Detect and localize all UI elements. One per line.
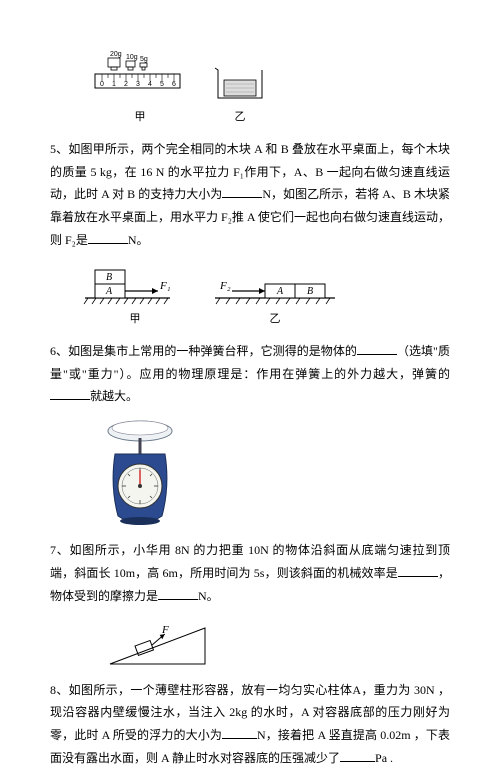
beaker-figure: 乙	[210, 60, 270, 128]
ruler-svg: 20g 10g 5g 0 1 2	[90, 50, 190, 105]
q8-unit-pa: Pa .	[375, 751, 393, 765]
svg-text:B: B	[106, 272, 112, 283]
svg-text:0: 0	[100, 81, 104, 88]
q5-label-jia: 甲	[130, 309, 141, 330]
q5-label-yi: 乙	[270, 309, 281, 330]
q5-blank-1	[222, 185, 262, 198]
question-5: 5、如图甲所示，两个完全相同的木块 A 和 B 叠放在水平桌面上，每个木块的质量…	[50, 138, 450, 252]
weight-20g: 20g	[110, 51, 122, 58]
q6-text-a: 6、如图是集市上常用的一种弹簧台秤，它测得的是物体的	[50, 344, 357, 358]
q5-blank-2	[88, 231, 128, 244]
q8-blank-2	[340, 749, 375, 762]
svg-text:6: 6	[172, 81, 176, 88]
q5-svg-left: B A F₁	[80, 262, 190, 307]
ruler-weights-figure: 20g 10g 5g 0 1 2	[90, 50, 190, 128]
q5-diagram: B A F₁ 甲 A B F₂ 乙	[80, 262, 450, 330]
q7-text-a: 7、如图所示，小华用 8N 的力把重 10N 的物体沿斜面从底端匀速拉到顶端，斜…	[50, 543, 450, 580]
fig-label-jia: 甲	[135, 107, 146, 128]
q8-text-a: 8、如图所示，一个薄壁柱形容器，放有一均匀实心柱体A，重力为	[50, 683, 411, 697]
incline-svg: F	[100, 616, 220, 671]
q7-blank-1	[398, 564, 438, 577]
svg-text:1: 1	[112, 81, 116, 88]
svg-text:F₁: F₁	[159, 280, 171, 292]
question-8: 8、如图所示，一个薄壁柱形容器，放有一均匀实心柱体A，重力为 30N ，现沿容器…	[50, 679, 450, 770]
beaker-svg	[210, 60, 270, 105]
q5-svg-right: A B F₂	[210, 262, 340, 307]
svg-text:F: F	[161, 624, 169, 636]
svg-text:2: 2	[124, 81, 128, 88]
spring-scale-svg	[90, 416, 180, 531]
svg-text:5: 5	[160, 81, 164, 88]
fig-label-yi: 乙	[235, 107, 246, 128]
q6-text-c: 就越大。	[90, 389, 138, 403]
weight-5g: 5g	[140, 56, 148, 63]
q6-figure	[90, 416, 450, 531]
q7-blank-2	[158, 587, 198, 600]
q7-figure: F	[100, 616, 450, 671]
weight-10g: 10g	[126, 54, 138, 61]
svg-text:A: A	[276, 286, 284, 297]
svg-text:3: 3	[136, 81, 140, 88]
q6-blank-1	[357, 342, 397, 355]
q8-2kg: 2kg	[229, 705, 247, 719]
svg-text:4: 4	[148, 81, 152, 88]
question-6: 6、如图是集市上常用的一种弹簧台秤，它测得的是物体的（选填"质量"或"重力"）。…	[50, 340, 450, 408]
q8-30n: 30N	[414, 683, 435, 697]
svg-text:B: B	[307, 286, 313, 297]
q8-002m: 0.02m	[380, 728, 410, 742]
q6-blank-2	[50, 387, 90, 400]
q5-unit-b: N。	[128, 233, 149, 247]
svg-text:F₂: F₂	[219, 280, 231, 292]
figure-top: 20g 10g 5g 0 1 2	[90, 50, 450, 128]
q8-unit-n: N，接着把 A 竖直提高	[257, 728, 377, 742]
question-7: 7、如图所示，小华用 8N 的力把重 10N 的物体沿斜面从底端匀速拉到顶端，斜…	[50, 539, 450, 607]
q8-blank-1	[222, 726, 257, 739]
q7-unit: N。	[198, 589, 219, 603]
svg-text:A: A	[105, 286, 113, 297]
